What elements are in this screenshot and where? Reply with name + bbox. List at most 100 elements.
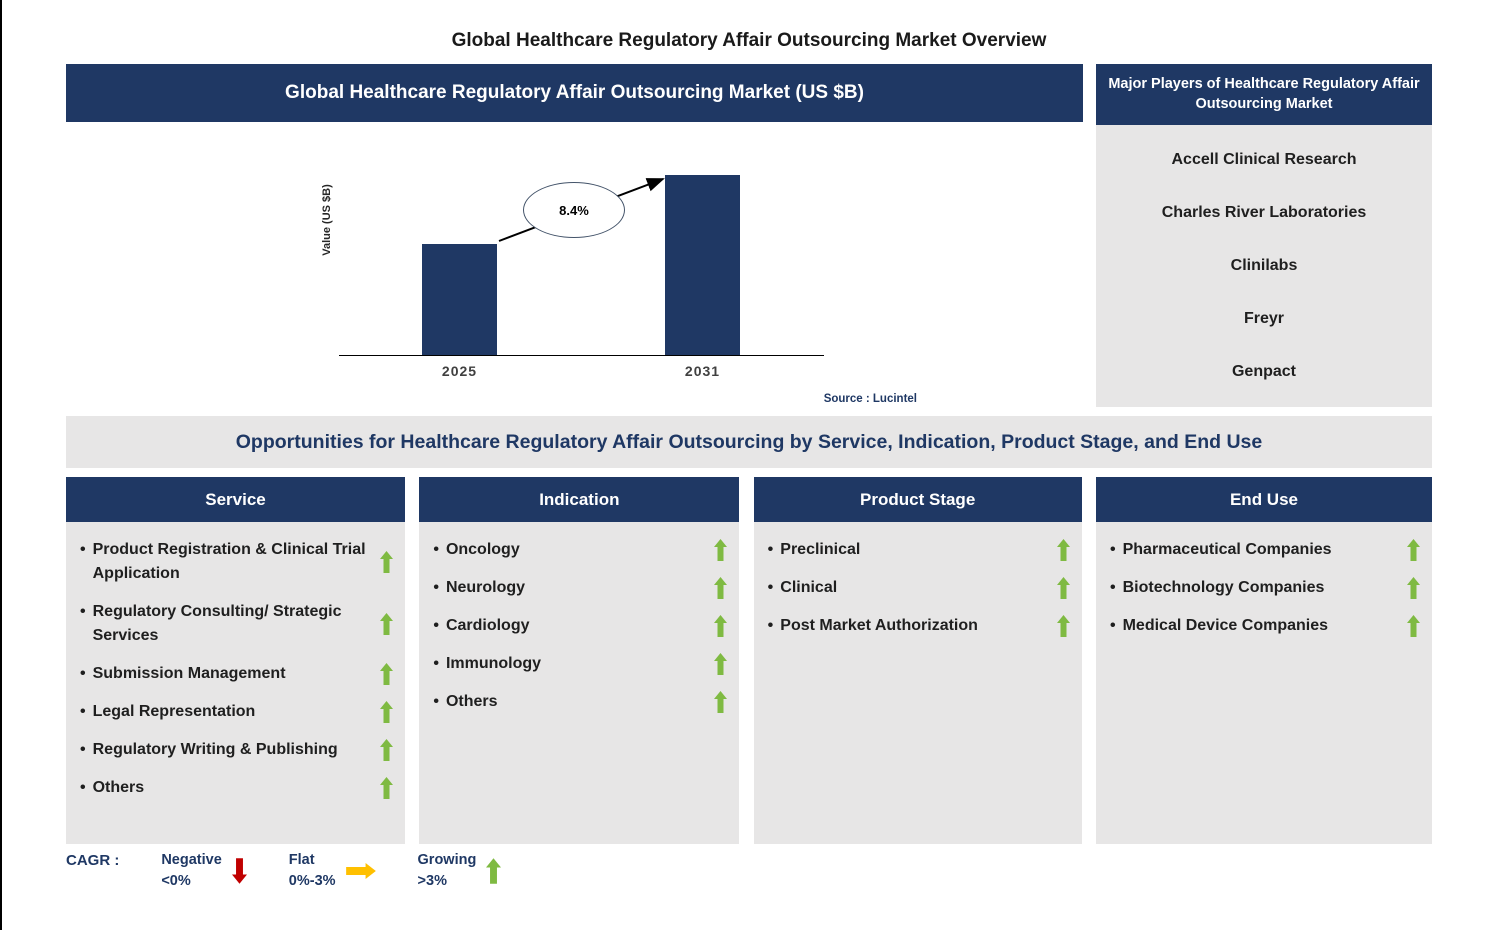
opportunity-item-label: Cardiology bbox=[445, 617, 530, 634]
opportunity-item-label: Regulatory Writing & Publishing bbox=[92, 741, 338, 758]
column-header: Product Stage bbox=[753, 477, 1082, 522]
major-player-item: Accell Clinical Research bbox=[1171, 150, 1357, 168]
major-player-item: Freyr bbox=[1243, 310, 1285, 328]
growing-trend-arrow-icon bbox=[1406, 576, 1420, 600]
major-player-item: Clinilabs bbox=[1230, 256, 1298, 274]
bar-chart: Value (US $B) 2025 2031 8.4% Source : Luc… bbox=[66, 122, 1083, 407]
bullet: • bbox=[80, 665, 86, 682]
opportunity-item: • Submission Management bbox=[80, 662, 393, 686]
bullet: • bbox=[80, 741, 86, 758]
cagr-legend-label: CAGR : bbox=[66, 852, 120, 869]
growing-trend-arrow-icon bbox=[714, 614, 728, 638]
market-chart-panel: Global Healthcare Regulatory Affair Outs… bbox=[66, 64, 1083, 407]
column-body: • Oncology • Neurology • Cardiology • Immunolog… bbox=[419, 522, 740, 844]
opportunity-item-label: Neurology bbox=[445, 579, 526, 596]
opportunity-item: • Legal Representation bbox=[80, 700, 393, 724]
cagr-value: 8.4% bbox=[559, 202, 589, 218]
growing-trend-arrow-icon bbox=[1406, 614, 1420, 638]
major-player-item: Genpact bbox=[1231, 363, 1296, 381]
flat-arrow-icon bbox=[345, 863, 376, 880]
column-body: • Pharmaceutical Companies • Biotechnology … bbox=[1095, 522, 1432, 844]
legend-item-label: Flat 0%-3% bbox=[288, 852, 336, 890]
major-player-item: Charles River Laboratories bbox=[1161, 203, 1367, 221]
opportunity-item-label: Others bbox=[445, 693, 498, 710]
bullet: • bbox=[433, 579, 439, 596]
legend-item-negative: Negative <0% bbox=[161, 850, 247, 892]
opportunity-item-label: Pharmaceutical Companies bbox=[1122, 541, 1332, 558]
opportunity-item: • Others bbox=[80, 776, 393, 800]
growing-trend-arrow-icon bbox=[1056, 614, 1070, 638]
opportunity-item-label: Post Market Authorization bbox=[780, 617, 978, 634]
growing-trend-arrow-icon bbox=[380, 700, 393, 724]
opportunity-column-service: Service • Product Registration & Clinical … bbox=[66, 477, 405, 844]
source-label: Source : Lucintel bbox=[823, 393, 917, 405]
opportunity-item-label: Oncology bbox=[445, 541, 520, 558]
x-tick-label: 2031 bbox=[684, 363, 721, 379]
major-players-header: Major Players of Healthcare Regulatory A… bbox=[1096, 64, 1432, 125]
bullet: • bbox=[80, 541, 86, 558]
growing-trend-arrow-icon bbox=[714, 690, 728, 714]
opportunity-item: • Regulatory Writing & Publishing bbox=[80, 738, 393, 762]
bar-2025 bbox=[422, 244, 497, 355]
bullet: • bbox=[767, 617, 774, 634]
column-header: Service bbox=[66, 477, 405, 522]
bullet: • bbox=[80, 603, 86, 620]
bullet: • bbox=[433, 541, 439, 558]
opportunity-item: • Oncology bbox=[433, 538, 728, 562]
bullet: • bbox=[433, 693, 439, 710]
opportunity-item-label: Submission Management bbox=[92, 665, 286, 682]
opportunity-column-end-use: End Use • Pharmaceutical Companies • Biotech… bbox=[1095, 477, 1432, 844]
opportunity-item: • Cardiology bbox=[433, 614, 728, 638]
opportunity-item: • Others bbox=[433, 690, 728, 714]
opportunity-item: • Regulatory Consulting/ Strategic Servic… bbox=[80, 600, 393, 648]
column-body: • Preclinical • Clinical • Post Market Author… bbox=[753, 522, 1082, 844]
growing-trend-arrow-icon bbox=[380, 612, 393, 636]
opportunity-item-label: Product Registration & Clinical Trial Ap… bbox=[92, 541, 366, 582]
cagr-legend: CAGR : Negative <0% Flat 0%-3% Growing >3% bbox=[66, 850, 543, 892]
opportunity-item: • Post Market Authorization bbox=[768, 614, 1070, 638]
growing-trend-arrow-icon bbox=[714, 652, 728, 676]
legend-item-label: Negative <0% bbox=[161, 852, 222, 890]
major-players-list: Accell Clinical Research Charles River La… bbox=[1096, 125, 1432, 407]
bullet: • bbox=[767, 579, 774, 596]
growing-trend-arrow-icon bbox=[1406, 538, 1420, 562]
opportunity-item: • Clinical bbox=[768, 576, 1070, 600]
growing-trend-arrow-icon bbox=[380, 662, 393, 686]
bullet: • bbox=[1109, 579, 1116, 596]
growing-trend-arrow-icon bbox=[380, 776, 393, 800]
opportunity-item: • Immunology bbox=[433, 652, 728, 676]
opportunity-column-product-stage: Product Stage • Preclinical • Clinical • Post … bbox=[753, 477, 1082, 844]
bullet: • bbox=[1109, 541, 1116, 558]
growing-trend-arrow-icon bbox=[1056, 576, 1070, 600]
bar-2031 bbox=[665, 175, 740, 355]
opportunity-item-label: Others bbox=[92, 779, 145, 796]
opportunity-item-label: Preclinical bbox=[780, 541, 861, 558]
bullet: • bbox=[1109, 617, 1116, 634]
opportunity-item-label: Legal Representation bbox=[92, 703, 256, 720]
page-title: Global Healthcare Regulatory Affair Outs… bbox=[451, 30, 1047, 51]
growing-trend-arrow-icon bbox=[1056, 538, 1070, 562]
opportunity-columns: Service • Product Registration & Clinical … bbox=[66, 477, 1432, 844]
major-players-panel: Major Players of Healthcare Regulatory A… bbox=[1096, 64, 1432, 407]
bullet: • bbox=[80, 703, 86, 720]
opportunity-item-label: Immunology bbox=[445, 655, 542, 672]
cagr-callout: 8.4% bbox=[523, 182, 625, 238]
column-header: Indication bbox=[419, 477, 740, 522]
bullet: • bbox=[433, 655, 439, 672]
negative-arrow-icon bbox=[231, 857, 247, 885]
column-header: End Use bbox=[1095, 477, 1432, 522]
cagr-legend-items: Negative <0% Flat 0%-3% Growing >3% bbox=[161, 850, 543, 892]
opportunity-item: • Pharmaceutical Companies bbox=[1110, 538, 1420, 562]
growing-trend-arrow-icon bbox=[380, 738, 393, 762]
legend-item-flat: Flat 0%-3% bbox=[289, 850, 376, 892]
growing-arrow-icon bbox=[486, 856, 502, 886]
opportunity-item-label: Biotechnology Companies bbox=[1122, 579, 1325, 596]
bullet: • bbox=[767, 541, 774, 558]
x-tick-label: 2025 bbox=[441, 363, 478, 379]
legend-item-growing: Growing >3% bbox=[418, 850, 502, 892]
opportunity-item: • Product Registration & Clinical Trial A… bbox=[80, 538, 393, 586]
opportunity-item: • Preclinical bbox=[768, 538, 1070, 562]
opportunity-item-label: Clinical bbox=[780, 579, 838, 596]
y-axis-label: Value (US $B) bbox=[321, 184, 333, 256]
